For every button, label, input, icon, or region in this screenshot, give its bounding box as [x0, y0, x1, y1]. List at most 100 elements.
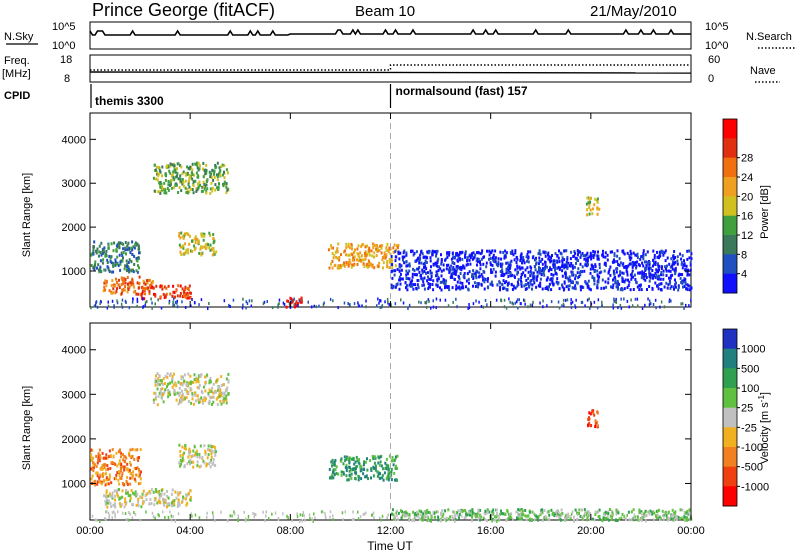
- data-cell: [192, 460, 195, 464]
- data-cell: [434, 261, 437, 265]
- data-cell: [243, 510, 245, 514]
- data-cell: [200, 252, 203, 256]
- data-cell: [372, 465, 375, 469]
- data-cell: [494, 270, 497, 274]
- data-cell: [660, 273, 662, 277]
- data-cell: [418, 509, 421, 513]
- data-cell: [121, 298, 124, 302]
- data-cell: [185, 497, 187, 501]
- data-cell: [452, 266, 455, 270]
- data-cell: [657, 287, 660, 291]
- nsky-trace: [89, 28, 691, 36]
- data-cell: [375, 247, 378, 251]
- data-cell: [491, 510, 494, 514]
- data-cell: [206, 515, 208, 519]
- data-cell: [122, 458, 125, 462]
- data-cell: [576, 518, 578, 522]
- data-cell: [195, 377, 198, 381]
- data-cell: [177, 162, 180, 166]
- data-cell: [210, 449, 213, 453]
- data-cell: [594, 510, 597, 514]
- data-cell: [403, 511, 406, 515]
- data-cell: [516, 257, 519, 261]
- data-cell: [97, 452, 100, 456]
- data-cell: [101, 467, 104, 471]
- data-cell: [176, 391, 179, 395]
- data-cell: [364, 475, 367, 479]
- data-cell: [514, 249, 517, 253]
- data-cell: [601, 518, 604, 522]
- data-cell: [117, 478, 120, 482]
- data-cell: [532, 300, 534, 304]
- data-cell: [640, 255, 643, 259]
- data-cell: [129, 494, 132, 498]
- data-cell: [174, 175, 177, 179]
- data-cell: [328, 468, 331, 471]
- data-cell: [187, 183, 190, 187]
- data-cell: [112, 270, 115, 274]
- data-cell: [578, 508, 581, 512]
- data-cell: [217, 388, 219, 392]
- data-cell: [373, 461, 376, 465]
- data-cell: [145, 498, 148, 501]
- data-cell: [129, 476, 132, 480]
- data-cell: [364, 245, 367, 249]
- data-cell: [672, 256, 675, 260]
- data-cell: [98, 270, 101, 274]
- data-cell: [492, 255, 495, 259]
- data-cell: [107, 511, 110, 515]
- data-cell: [495, 262, 498, 266]
- data-cell: [186, 462, 189, 465]
- data-cell: [332, 463, 335, 467]
- data-cell: [289, 296, 292, 300]
- data-cell: [431, 253, 434, 257]
- data-cell: [414, 283, 416, 287]
- freq-frame: [89, 54, 692, 83]
- data-cell: [97, 263, 100, 267]
- data-cell: [391, 266, 394, 270]
- data-cell: [615, 267, 618, 271]
- data-cell: [563, 266, 566, 270]
- data-cell: [126, 248, 129, 252]
- data-cell: [179, 458, 182, 462]
- data-cell: [307, 300, 309, 304]
- data-cell: [169, 510, 171, 514]
- data-cell: [676, 255, 679, 259]
- data-cell: [418, 270, 421, 274]
- data-cell: [581, 517, 584, 521]
- data-cell: [391, 512, 393, 516]
- data-cell: [300, 300, 303, 304]
- data-cell: [164, 388, 167, 391]
- data-cell: [503, 256, 506, 260]
- data-cell: [95, 464, 98, 468]
- data-cell: [359, 515, 362, 519]
- data-cell: [381, 258, 384, 262]
- data-cell: [227, 372, 230, 376]
- data-cell: [464, 509, 467, 512]
- data-cell: [115, 262, 118, 266]
- data-cell: [548, 258, 551, 262]
- data-cell: [199, 183, 202, 187]
- data-cell: [138, 275, 141, 279]
- data-cell: [491, 270, 494, 274]
- data-cell: [685, 264, 688, 268]
- data-cell: [522, 513, 525, 517]
- data-cell: [552, 282, 554, 286]
- data-cell: [411, 518, 414, 522]
- data-cell: [648, 279, 651, 283]
- data-cell: [178, 393, 181, 397]
- data-cell: [681, 280, 684, 284]
- data-cell: [407, 263, 410, 267]
- data-cell: [107, 246, 110, 250]
- cpid-label: CPID: [4, 90, 30, 102]
- data-cell: [116, 287, 118, 291]
- data-cell: [159, 295, 162, 299]
- data-cell: [405, 284, 408, 287]
- data-cell: [583, 257, 586, 261]
- data-cell: [542, 267, 544, 271]
- data-cell: [539, 260, 542, 264]
- data-cell: [571, 264, 574, 268]
- data-cell: [124, 512, 127, 515]
- data-cell: [290, 301, 293, 305]
- data-cell: [614, 299, 616, 303]
